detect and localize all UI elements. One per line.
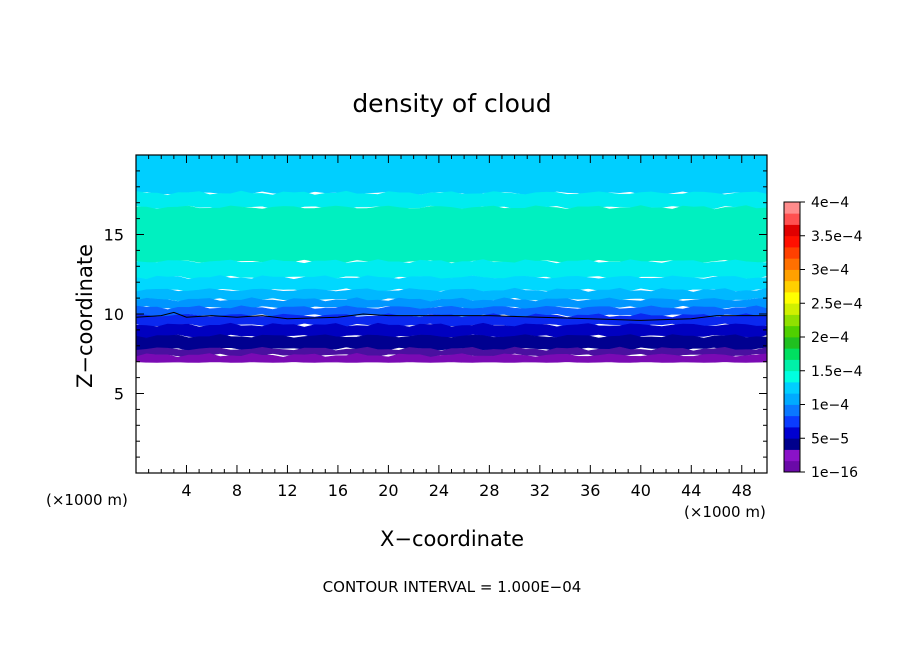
colorbar-segment <box>784 427 800 439</box>
y-tick-label: 5 <box>114 385 124 404</box>
colorbar-segment <box>784 370 800 383</box>
x-unit-right: (×1000 m) <box>684 503 766 521</box>
colorbar-labels: 4e−4 3.5e−4 3e−4 2.5e−4 2e−4 1.5e−4 1e−4 5e−5 1e… <box>811 195 863 481</box>
colorbar-segment <box>784 359 800 372</box>
x-tick-label: 16 <box>328 481 348 500</box>
plot-area <box>135 154 768 473</box>
colorbar-segment <box>784 415 800 428</box>
x-tick-label: 40 <box>631 481 651 500</box>
y-tick-label: 15 <box>104 226 124 245</box>
x-axis-label: X−coordinate <box>380 527 524 551</box>
colorbar-segment <box>784 314 800 327</box>
x-tick-label: 4 <box>181 481 191 500</box>
colorbar-segment <box>784 337 800 349</box>
colorbar-segment <box>784 235 800 248</box>
colorbar-segment <box>784 348 800 360</box>
colorbar-segment <box>784 449 800 462</box>
colorbar-segment <box>784 382 800 394</box>
colorbar-segment <box>784 303 800 315</box>
x-tick-label: 32 <box>530 481 550 500</box>
chart-title: density of cloud <box>352 89 551 118</box>
colorbar-label: 3e−4 <box>811 263 849 279</box>
x-tick-label: 24 <box>429 481 449 500</box>
colorbar-segment <box>784 213 800 225</box>
x-tick-label: 36 <box>580 481 600 500</box>
field-band <box>135 154 768 196</box>
colorbar-segment <box>784 325 800 338</box>
colorbar-segment <box>784 404 800 417</box>
tick-marks <box>136 155 767 473</box>
y-tick-label: 10 <box>104 305 124 324</box>
colorbar-label: 3.5e−4 <box>811 229 863 245</box>
colorbar-label: 2.5e−4 <box>811 296 863 312</box>
x-tick-label: 28 <box>479 481 499 500</box>
colorbar-segment <box>784 292 800 304</box>
colorbar-segment <box>784 393 800 405</box>
x-tick-label: 8 <box>232 481 242 500</box>
x-tick-label: 44 <box>681 481 701 500</box>
colorbar-segment <box>784 460 800 473</box>
contour-interval-note: CONTOUR INTERVAL = 1.000E−04 <box>323 578 582 596</box>
x-unit-left: (×1000 m) <box>46 491 128 509</box>
field-band <box>135 205 768 264</box>
colorbar-label: 5e−5 <box>811 431 849 447</box>
colorbar-segment <box>784 280 800 293</box>
contour-line <box>135 311 767 321</box>
colorbar-segment <box>784 258 800 270</box>
colorbar-segment <box>784 438 800 450</box>
colorbar <box>783 201 805 473</box>
colorbar-label: 4e−4 <box>811 195 849 211</box>
contour-line-layer <box>135 311 767 321</box>
x-tick-label: 20 <box>378 481 398 500</box>
colorbar-label: 2e−4 <box>811 330 849 346</box>
colorbar-segment <box>784 202 800 214</box>
y-axis-label: Z−coordinate <box>73 244 97 388</box>
colorbar-segment <box>784 247 800 259</box>
colorbar-label: 1e−16 <box>811 465 858 481</box>
x-tick-label: 12 <box>277 481 297 500</box>
colorbar-label: 1e−4 <box>811 398 849 414</box>
colorbar-segment <box>784 224 800 237</box>
colorbar-label: 1.5e−4 <box>811 364 863 380</box>
x-tick-label: 48 <box>732 481 752 500</box>
colorbar-segment <box>784 269 800 282</box>
